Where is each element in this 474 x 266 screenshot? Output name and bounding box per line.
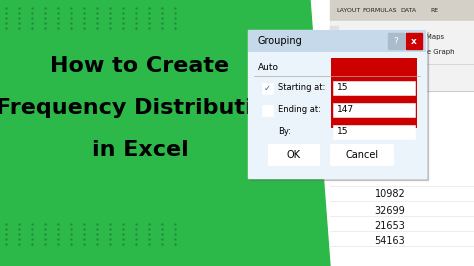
- Text: old: old: [259, 126, 276, 136]
- Bar: [388, 33, 404, 49]
- Text: 10982: 10982: [374, 189, 405, 199]
- Bar: [333, 125, 415, 139]
- Text: How to Create: How to Create: [50, 56, 229, 76]
- Text: People Graph: People Graph: [408, 49, 455, 55]
- Bar: [330, 26, 338, 61]
- Text: 32699: 32699: [374, 206, 405, 216]
- FancyBboxPatch shape: [330, 144, 393, 165]
- Text: Store: Store: [355, 34, 374, 40]
- FancyBboxPatch shape: [268, 144, 319, 165]
- Bar: [395, 47, 404, 56]
- Bar: [250, 32, 428, 180]
- Bar: [406, 33, 422, 49]
- Text: OK: OK: [287, 150, 301, 160]
- Text: Frequency Distribution: Frequency Distribution: [0, 98, 284, 118]
- Bar: [330, 21, 474, 91]
- Polygon shape: [270, 0, 474, 266]
- Bar: [262, 83, 273, 94]
- Bar: [248, 30, 426, 52]
- Text: Auto: Auto: [258, 64, 279, 73]
- Bar: [333, 81, 415, 95]
- Text: 15: 15: [337, 127, 348, 136]
- Text: Starting at:: Starting at:: [278, 84, 325, 93]
- Text: DATA: DATA: [400, 8, 416, 13]
- Bar: [395, 32, 404, 41]
- Text: Cancel: Cancel: [346, 150, 379, 160]
- Text: x: x: [411, 36, 417, 45]
- Text: Ending at:: Ending at:: [278, 106, 321, 114]
- Text: 15: 15: [337, 84, 348, 93]
- Bar: [342, 47, 351, 56]
- Text: ✓: ✓: [264, 84, 271, 93]
- Bar: [248, 30, 426, 178]
- Text: FORMULAS: FORMULAS: [362, 8, 396, 13]
- Bar: [342, 32, 351, 41]
- Bar: [331, 58, 417, 128]
- Text: 21653: 21653: [374, 221, 405, 231]
- Text: 54163: 54163: [374, 236, 405, 246]
- Text: Grouping: Grouping: [258, 36, 303, 46]
- Bar: [330, 0, 474, 21]
- Text: 147: 147: [337, 106, 354, 114]
- Text: Bing Maps: Bing Maps: [408, 34, 444, 40]
- Text: My Apps ▼: My Apps ▼: [355, 49, 392, 55]
- Polygon shape: [255, 0, 330, 266]
- Text: in Excel: in Excel: [91, 140, 188, 160]
- Text: LAYOUT: LAYOUT: [336, 8, 360, 13]
- Text: Add-ins: Add-ins: [389, 75, 415, 81]
- Bar: [248, 30, 426, 52]
- Bar: [262, 105, 273, 116]
- Text: ?: ?: [393, 36, 398, 45]
- Text: RE: RE: [430, 8, 438, 13]
- Bar: [333, 103, 415, 117]
- Text: By:: By:: [278, 127, 291, 136]
